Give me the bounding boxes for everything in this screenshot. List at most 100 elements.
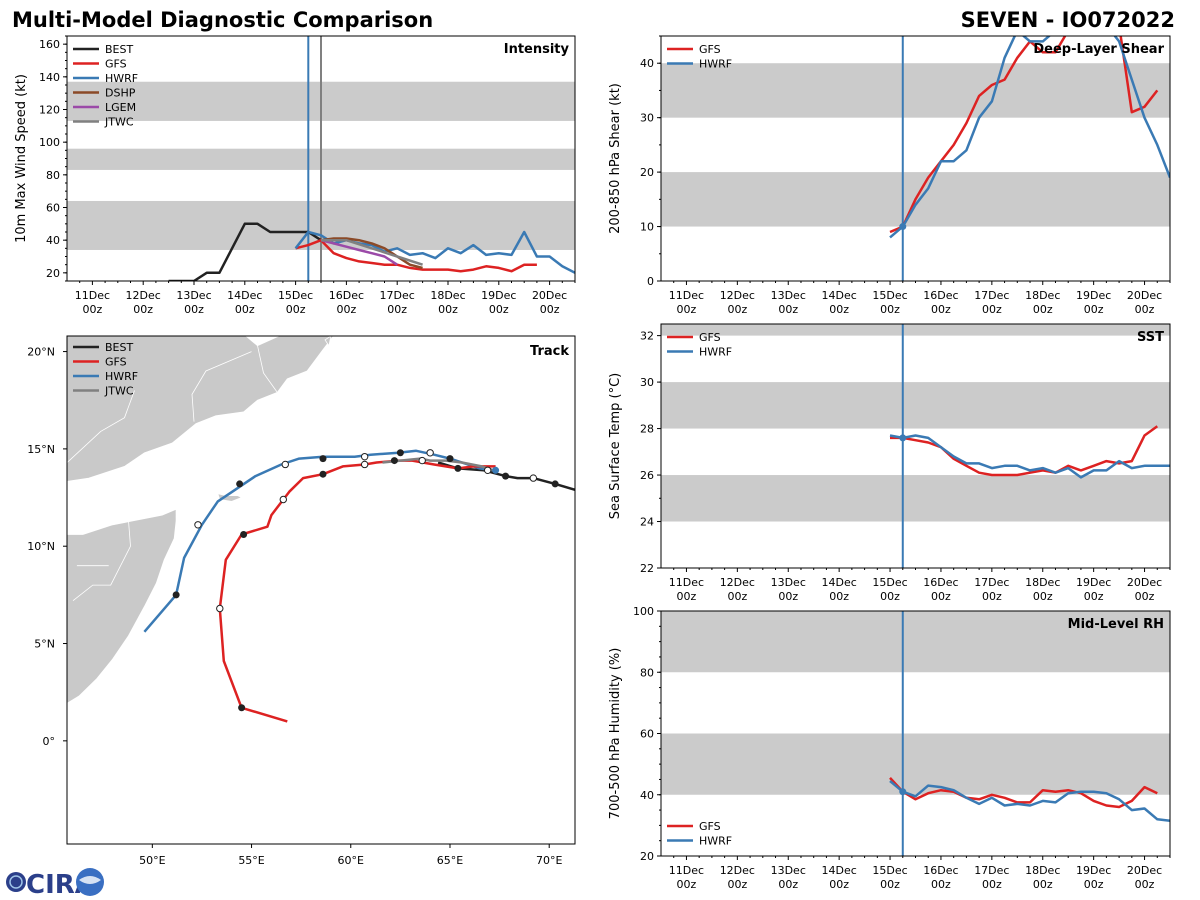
sst-xtick-sublabel: 00z bbox=[1033, 590, 1053, 603]
intensity-xtick-sublabel: 00z bbox=[540, 303, 560, 316]
shear-xtick-sublabel: 00z bbox=[727, 303, 747, 316]
shear-xtick-sublabel: 00z bbox=[677, 303, 697, 316]
rh-panel: 2040608010011Dec00z12Dec00z13Dec00z14Dec… bbox=[608, 605, 1171, 891]
shear-panel: 01020304011Dec00z12Dec00z13Dec00z14Dec00… bbox=[608, 35, 1171, 316]
shear-init-marker bbox=[899, 223, 907, 231]
shear-xtick-sublabel: 00z bbox=[982, 303, 1002, 316]
intensity-series-best bbox=[168, 222, 322, 281]
track-frame bbox=[66, 335, 576, 845]
sst-xtick-sublabel: 00z bbox=[677, 590, 697, 603]
sst-panel: 22242628303211Dec00z12Dec00z13Dec00z14De… bbox=[608, 323, 1171, 603]
shear-xtick-label: 11Dec bbox=[669, 289, 704, 302]
rh-plot-area bbox=[889, 611, 1170, 856]
shear-xtick-sublabel: 00z bbox=[1033, 303, 1053, 316]
intensity-series-lgem bbox=[320, 238, 398, 266]
intensity-xtick-label: 16Dec bbox=[329, 289, 364, 302]
intensity-xtick-label: 11Dec bbox=[75, 289, 110, 302]
sst-xtick-sublabel: 00z bbox=[1084, 590, 1104, 603]
intensity-series-gfs bbox=[295, 238, 537, 273]
rh-xtick-label: 14Dec bbox=[822, 864, 857, 877]
rh-init-marker bbox=[899, 788, 907, 796]
shear-panel-title: Deep-Layer Shear bbox=[1033, 42, 1164, 57]
intensity-xtick-label: 12Dec bbox=[126, 289, 161, 302]
track-line-hwrf bbox=[143, 449, 494, 633]
sst-legend-label-hwrf: HWRF bbox=[699, 346, 732, 359]
sst-ytick-label: 22 bbox=[640, 562, 654, 575]
track-marker-00z bbox=[551, 480, 559, 488]
shear-xtick-label: 16Dec bbox=[923, 289, 958, 302]
track-marker-00z bbox=[319, 455, 327, 463]
track-marker-12z bbox=[194, 521, 202, 529]
track-marker-12z bbox=[426, 449, 434, 457]
shear-plot-area bbox=[889, 36, 1170, 281]
intensity-xtick-sublabel: 00z bbox=[184, 303, 204, 316]
sst-xtick-label: 17Dec bbox=[974, 576, 1009, 589]
shear-xtick-sublabel: 00z bbox=[931, 303, 951, 316]
track-marker-12z bbox=[360, 460, 369, 469]
sst-init-marker bbox=[899, 434, 907, 442]
shear-ytick-label: 0 bbox=[647, 275, 654, 288]
intensity-legend-label-jtwc: JTWC bbox=[104, 116, 134, 129]
intensity-ytick-label: 80 bbox=[46, 169, 60, 182]
track-panel-title: Track bbox=[530, 344, 569, 359]
intensity-xtick-label: 18Dec bbox=[430, 289, 465, 302]
track-marker-00z bbox=[390, 457, 398, 465]
sst-legend-label-gfs: GFS bbox=[699, 331, 721, 344]
track-marker-00z bbox=[396, 449, 404, 457]
rh-xtick-sublabel: 00z bbox=[1135, 878, 1155, 891]
shear-legend-label-gfs: GFS bbox=[699, 43, 721, 56]
shear-ytick-label: 40 bbox=[640, 57, 654, 70]
sst-ytick-label: 32 bbox=[640, 330, 654, 343]
sst-series-hwrf bbox=[889, 434, 1170, 479]
sst-band bbox=[661, 324, 1170, 336]
intensity-plot-area bbox=[168, 36, 575, 281]
track-legend-label-jtwc: JTWC bbox=[104, 385, 134, 398]
intensity-legend-label-lgem: LGEM bbox=[105, 101, 136, 114]
sst-xtick-sublabel: 00z bbox=[982, 590, 1002, 603]
sst-ytick-label: 30 bbox=[640, 376, 654, 389]
intensity-panel-title: Intensity bbox=[504, 42, 570, 57]
track-ytick-label: 5°N bbox=[34, 638, 55, 651]
intensity-xtick-sublabel: 00z bbox=[438, 303, 458, 316]
intensity-ytick-label: 40 bbox=[46, 234, 60, 247]
intensity-xtick-sublabel: 00z bbox=[133, 303, 153, 316]
intensity-xtick-label: 14Dec bbox=[227, 289, 262, 302]
rh-xtick-label: 11Dec bbox=[669, 864, 704, 877]
rh-xtick-sublabel: 00z bbox=[1033, 878, 1053, 891]
shear-xtick-label: 12Dec bbox=[720, 289, 755, 302]
shear-ytick-label: 10 bbox=[640, 221, 654, 234]
track-ytick-label: 20°N bbox=[27, 346, 55, 359]
intensity-legend-label-dshp: DSHP bbox=[105, 87, 136, 100]
rh-ylabel: 700-500 hPa Humidity (%) bbox=[608, 648, 623, 820]
track-ytick-label: 15°N bbox=[27, 443, 55, 456]
shear-ytick-label: 30 bbox=[640, 112, 654, 125]
cira-logo: CIRA bbox=[6, 868, 104, 900]
rh-band bbox=[661, 611, 1170, 673]
rh-xtick-sublabel: 00z bbox=[829, 878, 849, 891]
track-map-area bbox=[67, 336, 575, 723]
track-legend-label-hwrf: HWRF bbox=[105, 370, 138, 383]
intensity-legend-label-gfs: GFS bbox=[105, 58, 127, 71]
shear-series-gfs bbox=[889, 36, 1159, 234]
track-marker-00z bbox=[236, 480, 244, 488]
cira-globe-ring-icon bbox=[9, 875, 23, 889]
rh-legend-label-hwrf: HWRF bbox=[699, 835, 732, 848]
rh-legend-label-gfs: GFS bbox=[699, 820, 721, 833]
intensity-xtick-sublabel: 00z bbox=[489, 303, 509, 316]
shear-series-hwrf bbox=[889, 36, 1170, 239]
arabian-peninsula-land bbox=[67, 336, 334, 482]
intensity-series-dshp bbox=[320, 237, 423, 270]
rh-ytick-label: 40 bbox=[640, 789, 654, 802]
rh-xtick-label: 19Dec bbox=[1076, 864, 1111, 877]
rh-xtick-label: 17Dec bbox=[974, 864, 1009, 877]
track-line-jtwc bbox=[382, 457, 494, 472]
track-ytick-label: 10°N bbox=[27, 540, 55, 553]
sst-series-gfs bbox=[890, 425, 1159, 477]
sst-band bbox=[661, 382, 1170, 429]
intensity-xtick-label: 19Dec bbox=[481, 289, 516, 302]
sst-xtick-label: 12Dec bbox=[720, 576, 755, 589]
track-legend-label-gfs: GFS bbox=[105, 356, 127, 369]
shear-ylabel: 200-850 hPa Shear (kt) bbox=[608, 83, 623, 234]
shear-xtick-label: 20Dec bbox=[1127, 289, 1162, 302]
sst-xtick-label: 14Dec bbox=[822, 576, 857, 589]
